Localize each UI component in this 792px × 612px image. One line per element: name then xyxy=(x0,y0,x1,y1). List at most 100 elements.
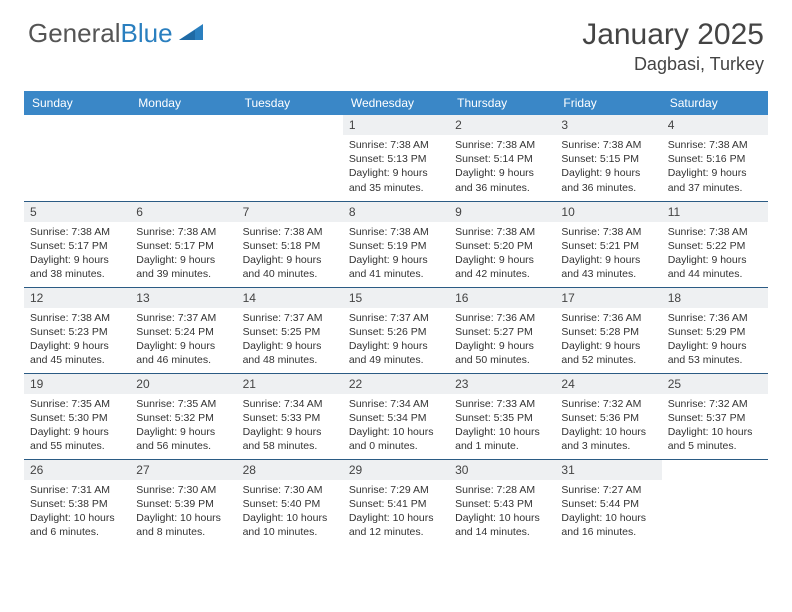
day-details: Sunrise: 7:38 AMSunset: 5:22 PMDaylight:… xyxy=(662,222,768,286)
day-details: Sunrise: 7:38 AMSunset: 5:21 PMDaylight:… xyxy=(555,222,661,286)
calendar-week: 1Sunrise: 7:38 AMSunset: 5:13 PMDaylight… xyxy=(24,115,768,201)
day-details: Sunrise: 7:37 AMSunset: 5:25 PMDaylight:… xyxy=(237,308,343,372)
day-number: 19 xyxy=(24,374,130,394)
calendar-cell: 17Sunrise: 7:36 AMSunset: 5:28 PMDayligh… xyxy=(555,287,661,373)
calendar-cell: 14Sunrise: 7:37 AMSunset: 5:25 PMDayligh… xyxy=(237,287,343,373)
calendar-cell: 24Sunrise: 7:32 AMSunset: 5:36 PMDayligh… xyxy=(555,373,661,459)
calendar-cell: 12Sunrise: 7:38 AMSunset: 5:23 PMDayligh… xyxy=(24,287,130,373)
month-title: January 2025 xyxy=(582,18,764,52)
day-number: 31 xyxy=(555,460,661,480)
calendar-cell: 26Sunrise: 7:31 AMSunset: 5:38 PMDayligh… xyxy=(24,459,130,545)
calendar-week: 19Sunrise: 7:35 AMSunset: 5:30 PMDayligh… xyxy=(24,373,768,459)
day-details: Sunrise: 7:38 AMSunset: 5:17 PMDaylight:… xyxy=(24,222,130,286)
weekday-header: Sunday xyxy=(24,91,130,115)
day-details: Sunrise: 7:36 AMSunset: 5:27 PMDaylight:… xyxy=(449,308,555,372)
day-number: 4 xyxy=(662,115,768,135)
calendar-cell: 20Sunrise: 7:35 AMSunset: 5:32 PMDayligh… xyxy=(130,373,236,459)
calendar-week: 26Sunrise: 7:31 AMSunset: 5:38 PMDayligh… xyxy=(24,459,768,545)
calendar-cell: 30Sunrise: 7:28 AMSunset: 5:43 PMDayligh… xyxy=(449,459,555,545)
day-details: Sunrise: 7:34 AMSunset: 5:34 PMDaylight:… xyxy=(343,394,449,458)
calendar-cell: 8Sunrise: 7:38 AMSunset: 5:19 PMDaylight… xyxy=(343,201,449,287)
calendar-cell-empty xyxy=(237,115,343,201)
day-number: 7 xyxy=(237,202,343,222)
day-details: Sunrise: 7:38 AMSunset: 5:15 PMDaylight:… xyxy=(555,135,661,199)
day-details: Sunrise: 7:28 AMSunset: 5:43 PMDaylight:… xyxy=(449,480,555,544)
day-details: Sunrise: 7:35 AMSunset: 5:30 PMDaylight:… xyxy=(24,394,130,458)
calendar-cell: 2Sunrise: 7:38 AMSunset: 5:14 PMDaylight… xyxy=(449,115,555,201)
calendar-cell: 16Sunrise: 7:36 AMSunset: 5:27 PMDayligh… xyxy=(449,287,555,373)
sail-icon xyxy=(177,18,205,49)
day-number: 29 xyxy=(343,460,449,480)
day-details: Sunrise: 7:30 AMSunset: 5:40 PMDaylight:… xyxy=(237,480,343,544)
calendar-cell: 22Sunrise: 7:34 AMSunset: 5:34 PMDayligh… xyxy=(343,373,449,459)
day-details: Sunrise: 7:36 AMSunset: 5:28 PMDaylight:… xyxy=(555,308,661,372)
title-block: January 2025 Dagbasi, Turkey xyxy=(582,18,764,75)
calendar-cell: 31Sunrise: 7:27 AMSunset: 5:44 PMDayligh… xyxy=(555,459,661,545)
brand-part1: General xyxy=(28,18,121,49)
day-number: 1 xyxy=(343,115,449,135)
day-details: Sunrise: 7:27 AMSunset: 5:44 PMDaylight:… xyxy=(555,480,661,544)
day-details: Sunrise: 7:38 AMSunset: 5:14 PMDaylight:… xyxy=(449,135,555,199)
calendar-cell: 7Sunrise: 7:38 AMSunset: 5:18 PMDaylight… xyxy=(237,201,343,287)
day-number: 9 xyxy=(449,202,555,222)
day-number: 21 xyxy=(237,374,343,394)
weekday-header: Friday xyxy=(555,91,661,115)
calendar-cell-empty xyxy=(662,459,768,545)
calendar-cell: 21Sunrise: 7:34 AMSunset: 5:33 PMDayligh… xyxy=(237,373,343,459)
calendar-head: SundayMondayTuesdayWednesdayThursdayFrid… xyxy=(24,91,768,115)
calendar-cell: 18Sunrise: 7:36 AMSunset: 5:29 PMDayligh… xyxy=(662,287,768,373)
day-details: Sunrise: 7:33 AMSunset: 5:35 PMDaylight:… xyxy=(449,394,555,458)
day-number: 12 xyxy=(24,288,130,308)
weekday-header: Thursday xyxy=(449,91,555,115)
weekday-header: Monday xyxy=(130,91,236,115)
day-number: 16 xyxy=(449,288,555,308)
day-number: 3 xyxy=(555,115,661,135)
calendar-cell: 25Sunrise: 7:32 AMSunset: 5:37 PMDayligh… xyxy=(662,373,768,459)
calendar-cell: 10Sunrise: 7:38 AMSunset: 5:21 PMDayligh… xyxy=(555,201,661,287)
day-number: 13 xyxy=(130,288,236,308)
day-details: Sunrise: 7:38 AMSunset: 5:18 PMDaylight:… xyxy=(237,222,343,286)
day-details: Sunrise: 7:37 AMSunset: 5:26 PMDaylight:… xyxy=(343,308,449,372)
day-details: Sunrise: 7:36 AMSunset: 5:29 PMDaylight:… xyxy=(662,308,768,372)
calendar-cell: 15Sunrise: 7:37 AMSunset: 5:26 PMDayligh… xyxy=(343,287,449,373)
day-details: Sunrise: 7:30 AMSunset: 5:39 PMDaylight:… xyxy=(130,480,236,544)
day-details: Sunrise: 7:38 AMSunset: 5:19 PMDaylight:… xyxy=(343,222,449,286)
brand-logo: GeneralBlue xyxy=(28,18,205,49)
weekday-header: Saturday xyxy=(662,91,768,115)
calendar-cell: 4Sunrise: 7:38 AMSunset: 5:16 PMDaylight… xyxy=(662,115,768,201)
calendar-cell: 3Sunrise: 7:38 AMSunset: 5:15 PMDaylight… xyxy=(555,115,661,201)
day-details: Sunrise: 7:38 AMSunset: 5:17 PMDaylight:… xyxy=(130,222,236,286)
calendar-cell: 27Sunrise: 7:30 AMSunset: 5:39 PMDayligh… xyxy=(130,459,236,545)
day-number: 10 xyxy=(555,202,661,222)
day-number: 20 xyxy=(130,374,236,394)
calendar-cell: 28Sunrise: 7:30 AMSunset: 5:40 PMDayligh… xyxy=(237,459,343,545)
day-details: Sunrise: 7:29 AMSunset: 5:41 PMDaylight:… xyxy=(343,480,449,544)
day-number: 6 xyxy=(130,202,236,222)
location-label: Dagbasi, Turkey xyxy=(582,54,764,75)
calendar-table: SundayMondayTuesdayWednesdayThursdayFrid… xyxy=(24,91,768,545)
day-details: Sunrise: 7:38 AMSunset: 5:16 PMDaylight:… xyxy=(662,135,768,199)
day-details: Sunrise: 7:35 AMSunset: 5:32 PMDaylight:… xyxy=(130,394,236,458)
calendar-cell: 19Sunrise: 7:35 AMSunset: 5:30 PMDayligh… xyxy=(24,373,130,459)
day-number: 18 xyxy=(662,288,768,308)
day-details: Sunrise: 7:32 AMSunset: 5:37 PMDaylight:… xyxy=(662,394,768,458)
calendar-week: 12Sunrise: 7:38 AMSunset: 5:23 PMDayligh… xyxy=(24,287,768,373)
calendar-cell: 5Sunrise: 7:38 AMSunset: 5:17 PMDaylight… xyxy=(24,201,130,287)
day-number: 30 xyxy=(449,460,555,480)
calendar-cell: 6Sunrise: 7:38 AMSunset: 5:17 PMDaylight… xyxy=(130,201,236,287)
day-details: Sunrise: 7:31 AMSunset: 5:38 PMDaylight:… xyxy=(24,480,130,544)
brand-part2: Blue xyxy=(121,18,173,49)
calendar-cell-empty xyxy=(24,115,130,201)
weekday-header: Wednesday xyxy=(343,91,449,115)
calendar-body: 1Sunrise: 7:38 AMSunset: 5:13 PMDaylight… xyxy=(24,115,768,545)
weekday-header: Tuesday xyxy=(237,91,343,115)
calendar-cell-empty xyxy=(130,115,236,201)
day-number: 5 xyxy=(24,202,130,222)
day-number: 22 xyxy=(343,374,449,394)
day-number: 2 xyxy=(449,115,555,135)
day-details: Sunrise: 7:34 AMSunset: 5:33 PMDaylight:… xyxy=(237,394,343,458)
day-number: 25 xyxy=(662,374,768,394)
calendar-week: 5Sunrise: 7:38 AMSunset: 5:17 PMDaylight… xyxy=(24,201,768,287)
day-number: 15 xyxy=(343,288,449,308)
day-number: 28 xyxy=(237,460,343,480)
